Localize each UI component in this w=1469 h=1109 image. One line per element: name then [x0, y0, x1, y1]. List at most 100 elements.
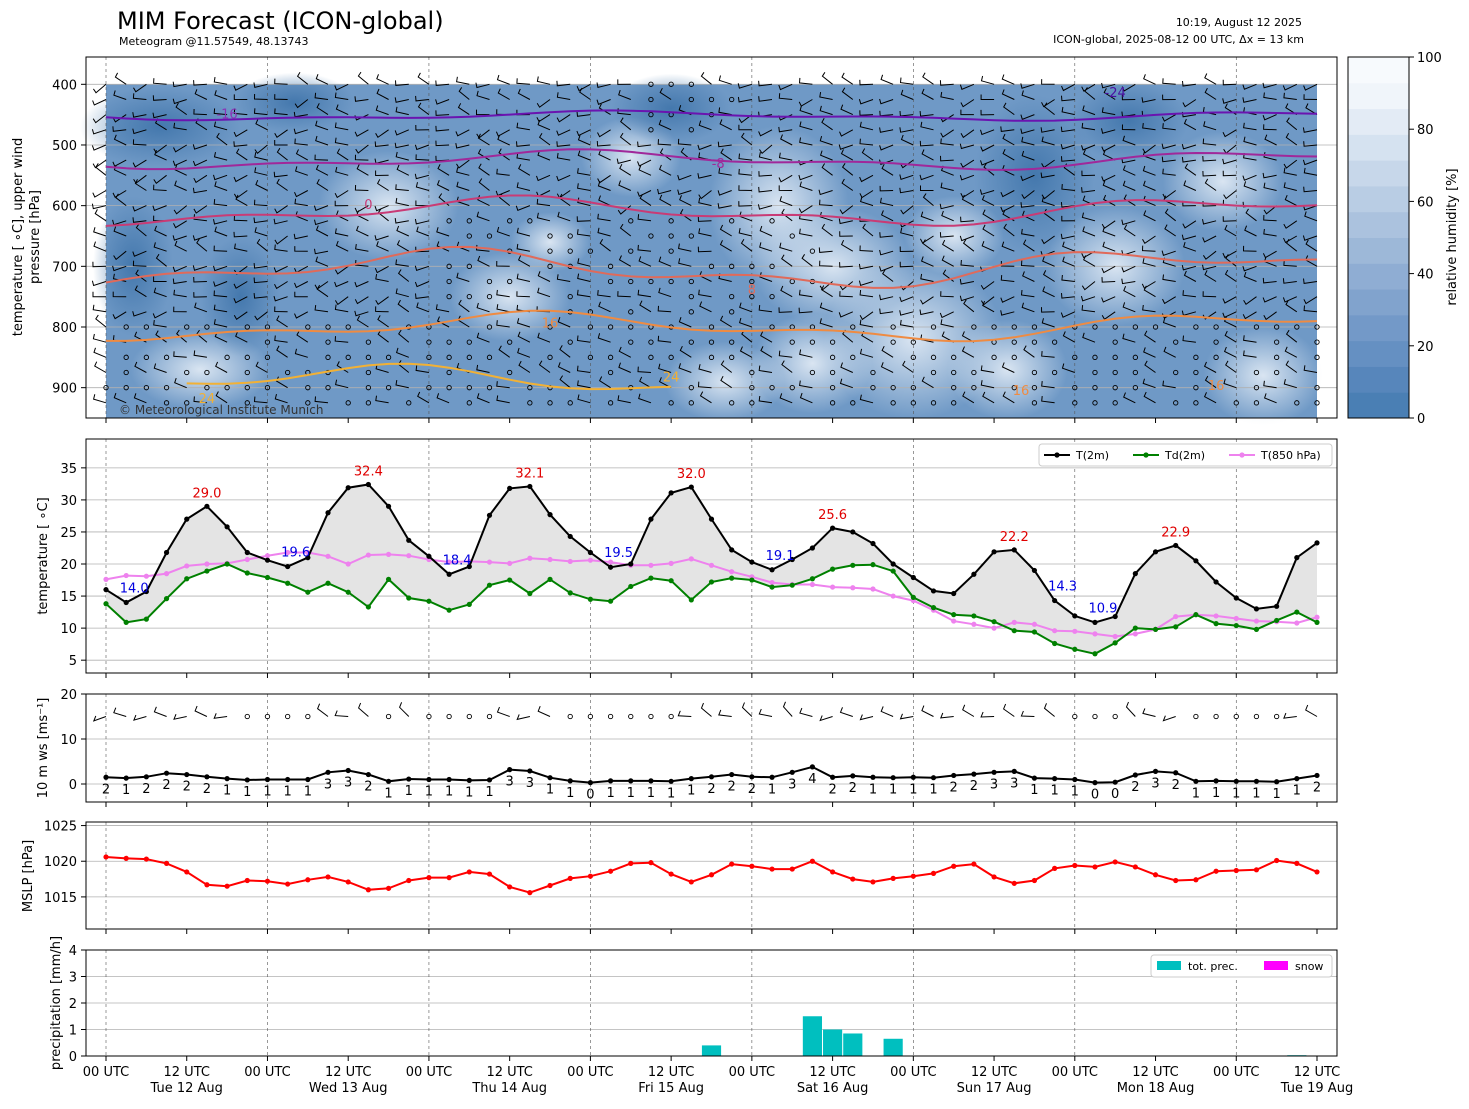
wind-barb [354, 205, 369, 213]
wind-barb [839, 262, 853, 268]
wind-barb [1162, 94, 1176, 101]
calm-wind-marker [365, 354, 372, 360]
wind-barb [879, 159, 894, 165]
wind-barb [819, 150, 833, 161]
wind-barb [398, 329, 410, 343]
beaufort-label: 1 [405, 784, 413, 799]
wind-barb [940, 129, 954, 138]
beaufort-label: 1 [1232, 786, 1240, 801]
wind-barb [1222, 311, 1237, 318]
wind-barb [1142, 165, 1156, 176]
mslp-point [1253, 867, 1260, 873]
series-point [648, 516, 654, 522]
series-point [607, 564, 614, 570]
wind-barb [1081, 122, 1096, 131]
wind-barb [395, 380, 409, 389]
wind-barb [1021, 210, 1035, 222]
wind-barb [153, 706, 167, 717]
calm-wind-marker [1051, 369, 1058, 376]
wind-barb [1285, 300, 1298, 313]
wind-barb [718, 709, 732, 717]
calm-wind-marker [628, 218, 634, 224]
wind-barb [1262, 277, 1277, 284]
wind-barb [1223, 378, 1237, 389]
calm-wind-marker [143, 354, 150, 360]
wind-barb [414, 281, 430, 288]
calm-wind-marker [648, 339, 654, 345]
mslp-point [1052, 865, 1058, 871]
wind-barb [859, 138, 874, 146]
wind-barb [233, 129, 248, 138]
calm-wind-marker [466, 263, 472, 269]
wind-barb [677, 710, 692, 717]
wind-barb [922, 193, 934, 206]
calm-wind-marker [688, 385, 694, 391]
wind-barb [1041, 235, 1055, 245]
wind-barb [1000, 126, 1015, 132]
wind-barb [779, 196, 793, 207]
wind-barb [176, 329, 188, 343]
precip-bar [823, 1029, 843, 1056]
wind-barb [1162, 380, 1176, 389]
wind-barb [859, 121, 874, 131]
wind-barb [1222, 79, 1237, 86]
calm-wind-marker [446, 278, 452, 285]
series-point [1233, 622, 1239, 629]
wind-barb [980, 94, 995, 100]
wind-barb [858, 263, 874, 270]
beaufort-label: 1 [889, 783, 897, 798]
wind-barb [1000, 310, 1015, 316]
wind-barb [132, 159, 147, 168]
wind-barb [737, 96, 752, 103]
wind-barb [737, 83, 753, 89]
x-date-label: Mon 18 Aug [1117, 1081, 1195, 1096]
wind-barb [1021, 190, 1035, 200]
wind-barb [1284, 346, 1298, 358]
wind-barb [962, 238, 975, 252]
series-point [789, 556, 795, 563]
wind-barb [1303, 167, 1318, 176]
wind-barb [1164, 208, 1177, 222]
wind-barb [619, 223, 632, 237]
beaufort-label: 0 [1111, 787, 1119, 802]
wind-barb [1203, 392, 1217, 404]
calm-wind-marker [426, 339, 432, 345]
wind-barb [394, 97, 409, 103]
y-axis-label: temperature [ ∘C], upper wind [11, 138, 26, 337]
wind-speed-point [486, 777, 493, 783]
wind-barb [782, 701, 793, 717]
wind-barb [415, 365, 429, 373]
wind-barb [778, 350, 793, 358]
wind-barb [1102, 226, 1116, 237]
wind-barb [255, 180, 268, 191]
wind-barb [1243, 271, 1257, 282]
wind-barb [1041, 307, 1055, 313]
calm-wind-marker [648, 96, 654, 103]
wind-barb [902, 360, 914, 373]
extreme-annotation: 32.0 [677, 467, 706, 482]
wind-barb [254, 167, 268, 176]
wind-barb [435, 125, 450, 132]
wind-barb [1303, 365, 1318, 373]
wind-barb [134, 179, 147, 191]
wind-barb [436, 393, 450, 404]
wind-barb [699, 301, 712, 313]
wind-barb [961, 194, 975, 207]
wind-barb [476, 302, 490, 313]
wind-barb [1242, 311, 1257, 320]
wind-barb [798, 205, 813, 214]
wind-barb [618, 180, 632, 191]
isotherm-label: 8 [748, 283, 756, 298]
wind-speed-point [708, 774, 715, 780]
calm-wind-marker [789, 385, 795, 391]
wind-barb [173, 220, 187, 229]
wind-barb [516, 273, 531, 282]
calm-wind-marker [1112, 339, 1118, 345]
wind-barb [1285, 133, 1298, 146]
wind-barb [274, 94, 288, 100]
wind-barb [135, 223, 147, 237]
wind-speed-point [163, 770, 170, 776]
wind-barb [922, 239, 934, 252]
isotherm-line [186, 362, 672, 391]
